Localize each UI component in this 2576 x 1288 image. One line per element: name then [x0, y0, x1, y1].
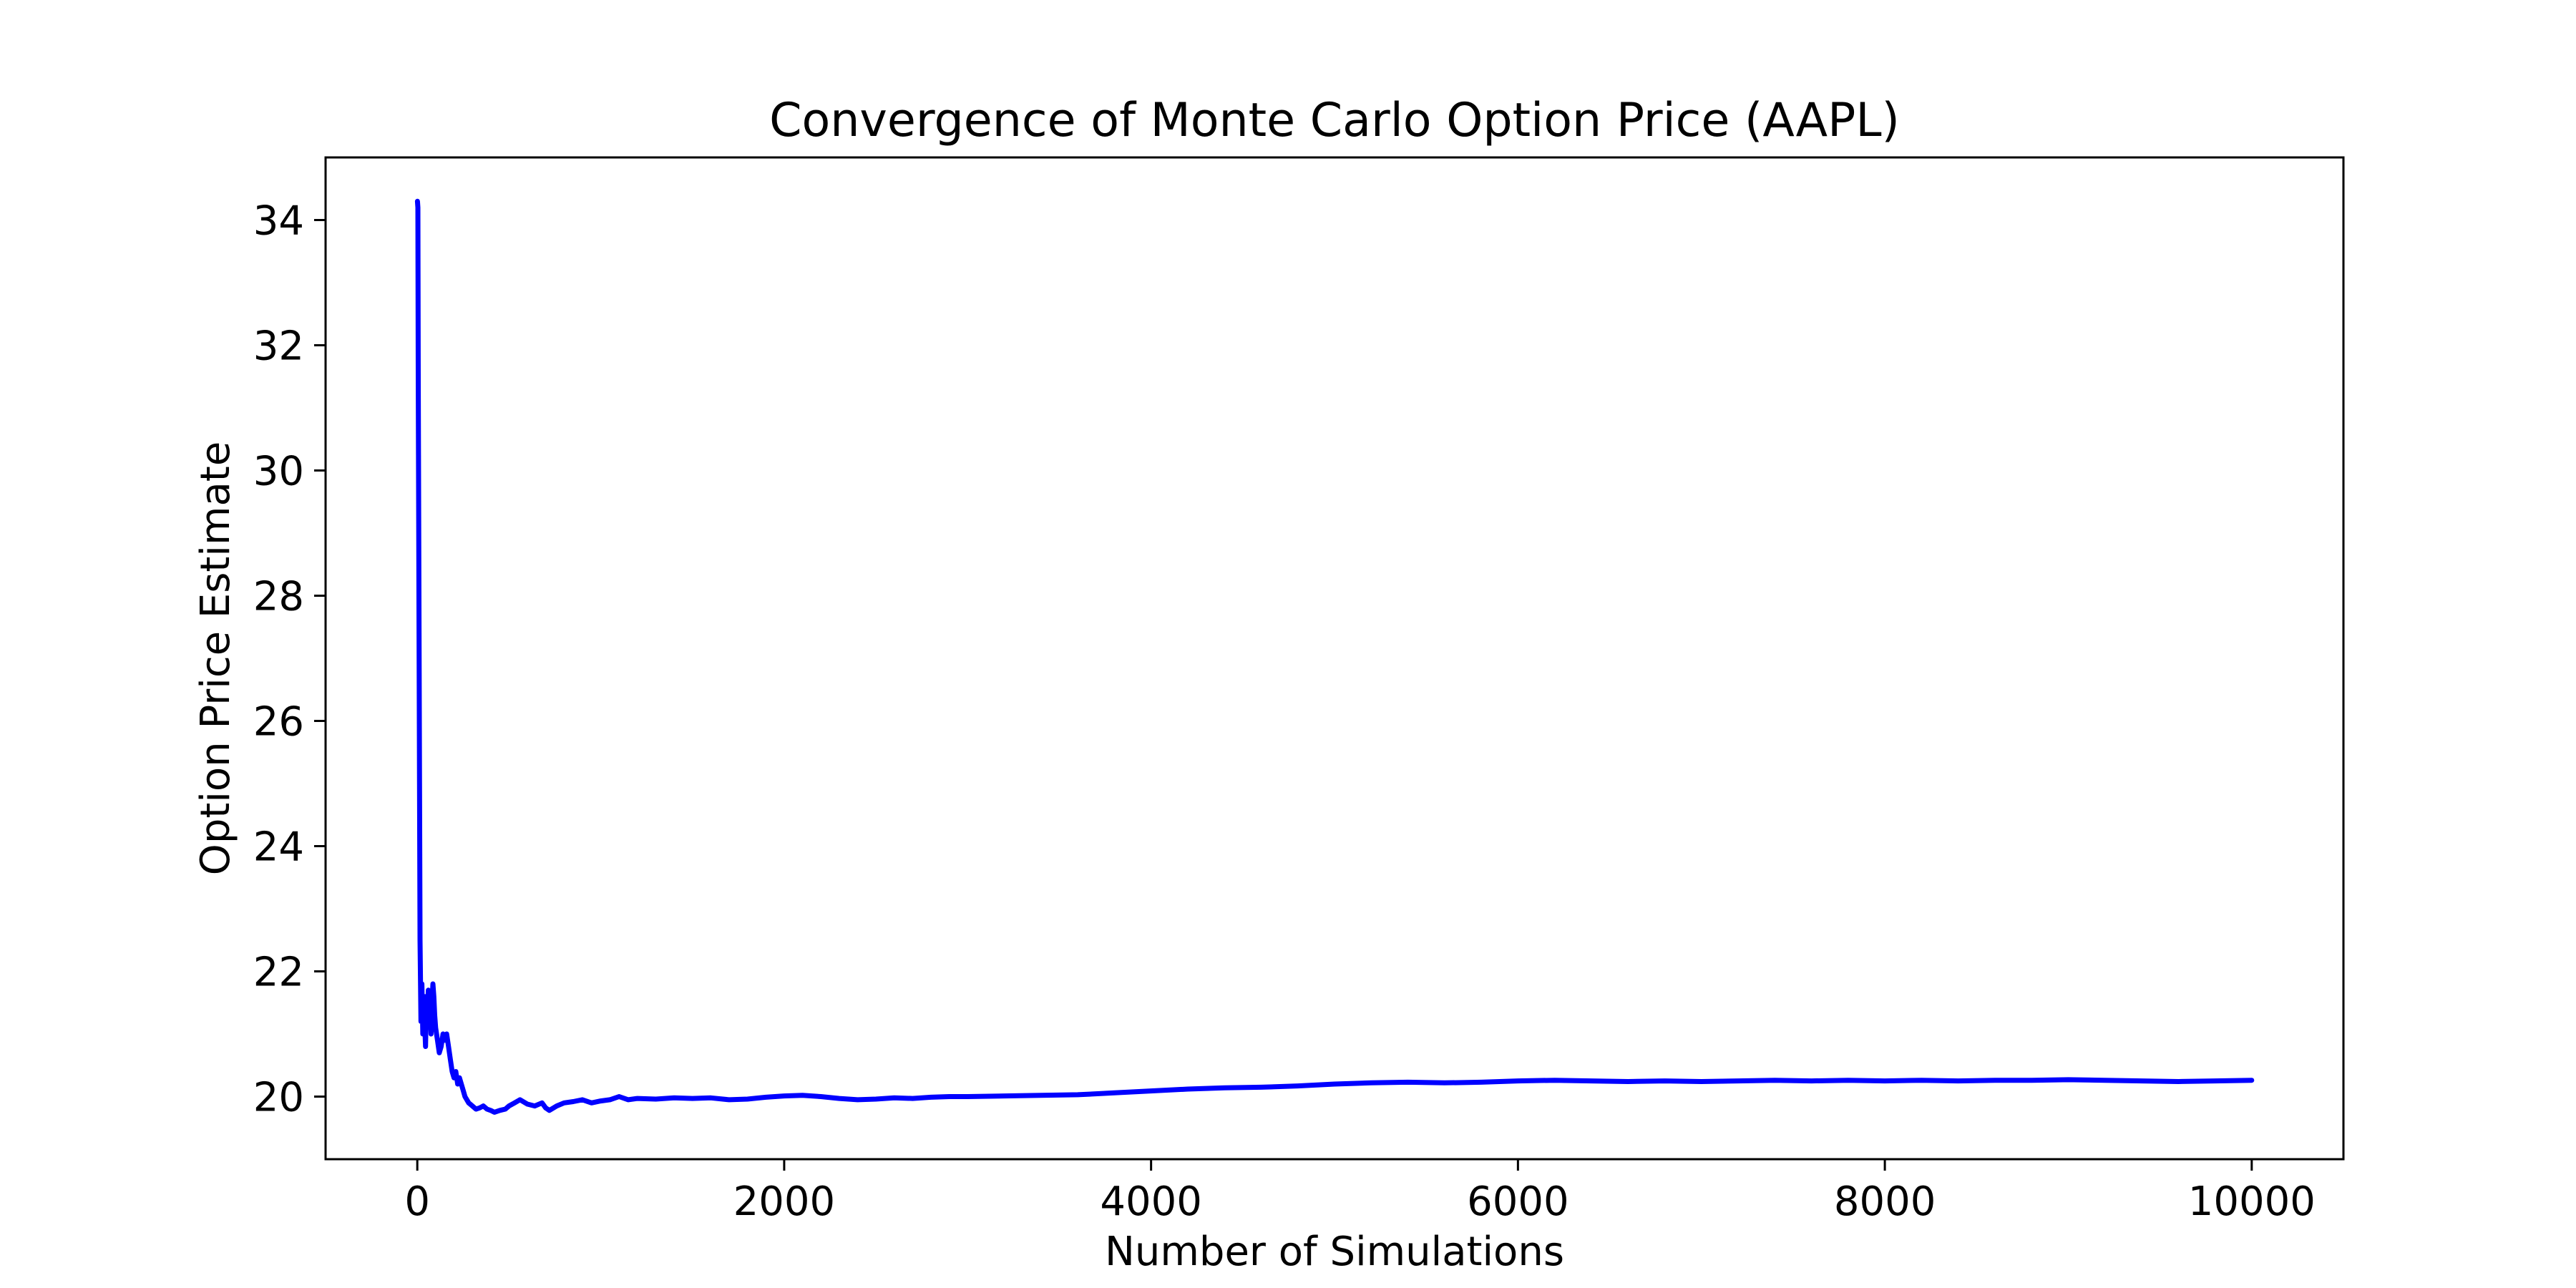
x-axis: 0 2000 4000 6000 8000 10000 [404, 1159, 2316, 1225]
y-axis-label: Option Price Estimate [192, 441, 239, 875]
y-tick-label: 32 [253, 323, 304, 370]
x-tick-label: 4000 [1100, 1179, 1202, 1225]
y-tick-label: 24 [253, 824, 304, 871]
x-tick-label: 6000 [1467, 1179, 1569, 1225]
y-axis: 20 22 24 26 28 30 32 34 [253, 198, 326, 1121]
y-tick-label: 20 [253, 1075, 304, 1121]
y-tick-label: 28 [253, 574, 304, 620]
x-tick-label: 10000 [2188, 1179, 2316, 1225]
y-tick-label: 34 [253, 198, 304, 245]
x-tick-label: 0 [404, 1179, 430, 1225]
x-axis-label: Number of Simulations [1105, 1229, 1564, 1275]
chart-title: Convergence of Monte Carlo Option Price … [769, 94, 1900, 147]
x-tick-label: 8000 [1834, 1179, 1936, 1225]
plot-area-frame [324, 156, 2345, 1161]
series-layer [414, 198, 2255, 1115]
series-line [414, 198, 2255, 1115]
y-tick-label: 30 [253, 449, 304, 495]
y-tick-label: 22 [253, 950, 304, 996]
x-tick-label: 2000 [733, 1179, 836, 1225]
y-tick-label: 26 [253, 699, 304, 746]
